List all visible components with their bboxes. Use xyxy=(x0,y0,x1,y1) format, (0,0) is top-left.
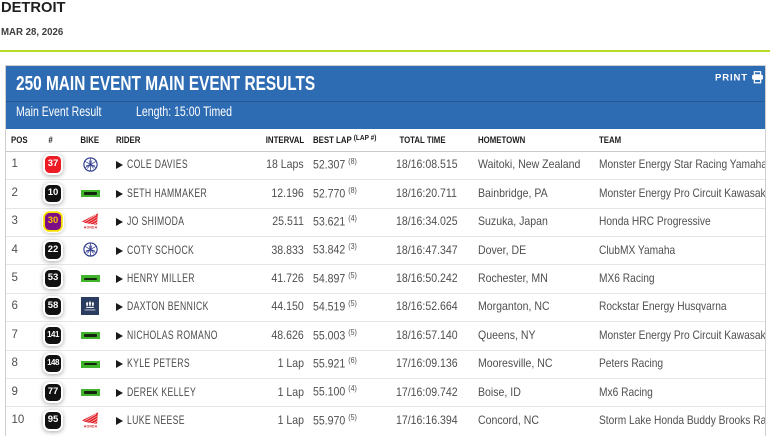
svg-text:HONDA: HONDA xyxy=(83,425,97,429)
svg-text:HONDA: HONDA xyxy=(83,226,97,230)
